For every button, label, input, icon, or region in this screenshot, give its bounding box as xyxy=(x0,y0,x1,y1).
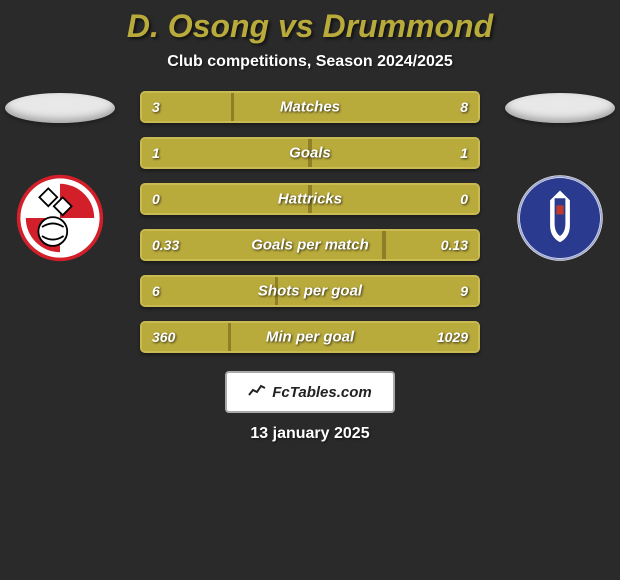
main-area: 3 8 Matches 1 1 Goals 0 0 Hattricks 0.33 0.13 Goals… xyxy=(0,91,620,353)
chart-icon xyxy=(248,383,266,402)
stat-value-right: 8 xyxy=(460,99,468,115)
stat-value-right: 9 xyxy=(460,283,468,299)
stat-row: 0.33 0.13 Goals per match xyxy=(140,229,480,261)
stat-fill-left xyxy=(142,139,308,167)
comparison-title: D. Osong vs Drummond xyxy=(0,0,620,45)
stat-fill-left xyxy=(142,277,275,305)
stat-row: 1 1 Goals xyxy=(140,137,480,169)
stat-label: Matches xyxy=(280,99,340,116)
stat-value-right: 0.13 xyxy=(441,237,468,253)
right-team-badge xyxy=(515,173,605,263)
snapshot-date: 13 january 2025 xyxy=(0,425,620,443)
left-ellipse xyxy=(5,93,115,123)
right-ellipse xyxy=(505,93,615,123)
stat-bars: 3 8 Matches 1 1 Goals 0 0 Hattricks 0.33 0.13 Goals… xyxy=(140,91,480,353)
stat-label: Min per goal xyxy=(266,329,354,346)
stat-row: 360 1029 Min per goal xyxy=(140,321,480,353)
left-team-badge xyxy=(15,173,105,263)
stat-row: 6 9 Shots per goal xyxy=(140,275,480,307)
stat-row: 3 8 Matches xyxy=(140,91,480,123)
stat-value-left: 1 xyxy=(152,145,160,161)
stat-label: Shots per goal xyxy=(258,283,362,300)
stat-value-left: 0.33 xyxy=(152,237,179,253)
stat-value-right: 0 xyxy=(460,191,468,207)
stat-row: 0 0 Hattricks xyxy=(140,183,480,215)
left-player-column xyxy=(0,91,120,263)
stat-fill-right xyxy=(312,139,478,167)
comparison-subtitle: Club competitions, Season 2024/2025 xyxy=(0,53,620,71)
stat-label: Goals per match xyxy=(251,237,369,254)
stat-value-left: 360 xyxy=(152,329,175,345)
source-label: FcTables.com xyxy=(272,384,371,401)
source-badge: FcTables.com xyxy=(225,371,395,413)
stat-label: Hattricks xyxy=(278,191,342,208)
stat-value-left: 6 xyxy=(152,283,160,299)
stat-value-right: 1 xyxy=(460,145,468,161)
right-player-column xyxy=(500,91,620,263)
stat-value-left: 3 xyxy=(152,99,160,115)
stat-value-right: 1029 xyxy=(437,329,468,345)
stat-label: Goals xyxy=(289,145,331,162)
stat-fill-right xyxy=(234,93,478,121)
stat-value-left: 0 xyxy=(152,191,160,207)
